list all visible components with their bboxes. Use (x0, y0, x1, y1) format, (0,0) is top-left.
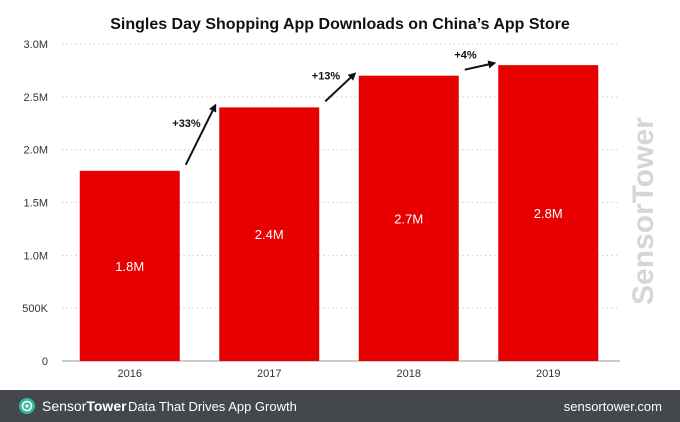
y-tick-label: 0 (42, 356, 48, 368)
growth-label: +13% (312, 71, 341, 83)
growth-label: +4% (454, 49, 477, 61)
growth-label: +33% (172, 118, 201, 130)
x-tick-label: 2018 (397, 368, 421, 380)
y-tick-label: 2.0M (24, 145, 48, 157)
footer-bar: SensorTower Data That Drives App Growth … (0, 390, 680, 422)
x-axis: 2016 2017 2018 2019 (118, 368, 561, 380)
growth-arrow (464, 60, 497, 71)
growth-arrow (324, 72, 357, 103)
bar (219, 107, 320, 362)
chart-title: Singles Day Shopping App Downloads on Ch… (110, 16, 570, 33)
bar (79, 170, 180, 361)
watermark-text: SensorTower (627, 117, 660, 305)
sensortower-logo-icon (19, 398, 35, 414)
y-tick-label: 1.5M (24, 198, 48, 210)
y-tick-label: 3.0M (24, 39, 48, 51)
y-tick-label: 2.5M (24, 92, 48, 104)
x-tick-label: 2016 (118, 368, 142, 380)
footer-brand: SensorTower (42, 398, 127, 414)
bar (358, 75, 459, 361)
sensortower-watermark-logo: SensorTower (627, 117, 660, 305)
bar-data-label: 1.8M (115, 259, 144, 274)
growth-annotations: +33% +13% +4% (172, 49, 497, 166)
y-tick-label: 1.0M (24, 250, 48, 262)
x-tick-label: 2017 (257, 368, 281, 380)
y-axis: 0 500K 1.0M 1.5M 2.0M 2.5M 3.0M (22, 39, 48, 368)
y-tick-label: 500K (22, 303, 48, 315)
brand-tower: Tower (86, 398, 127, 414)
bar-chart: 0 500K 1.0M 1.5M 2.0M 2.5M 3.0M 1.8M 2.4M 2.7M 2.… (22, 39, 620, 380)
bar-layer: 1.8M 2.4M 2.7M 2.8M (79, 65, 599, 362)
footer-url[interactable]: sensortower.com (563, 399, 662, 414)
x-tick-label: 2019 (536, 368, 560, 380)
brand-sensor: Sensor (42, 398, 87, 414)
footer-tagline: Data That Drives App Growth (128, 399, 297, 414)
bar-data-label: 2.4M (255, 227, 284, 242)
bar-data-label: 2.8M (534, 206, 563, 221)
bar (498, 65, 599, 361)
bar-data-label: 2.7M (394, 211, 423, 226)
growth-arrow (184, 103, 217, 166)
